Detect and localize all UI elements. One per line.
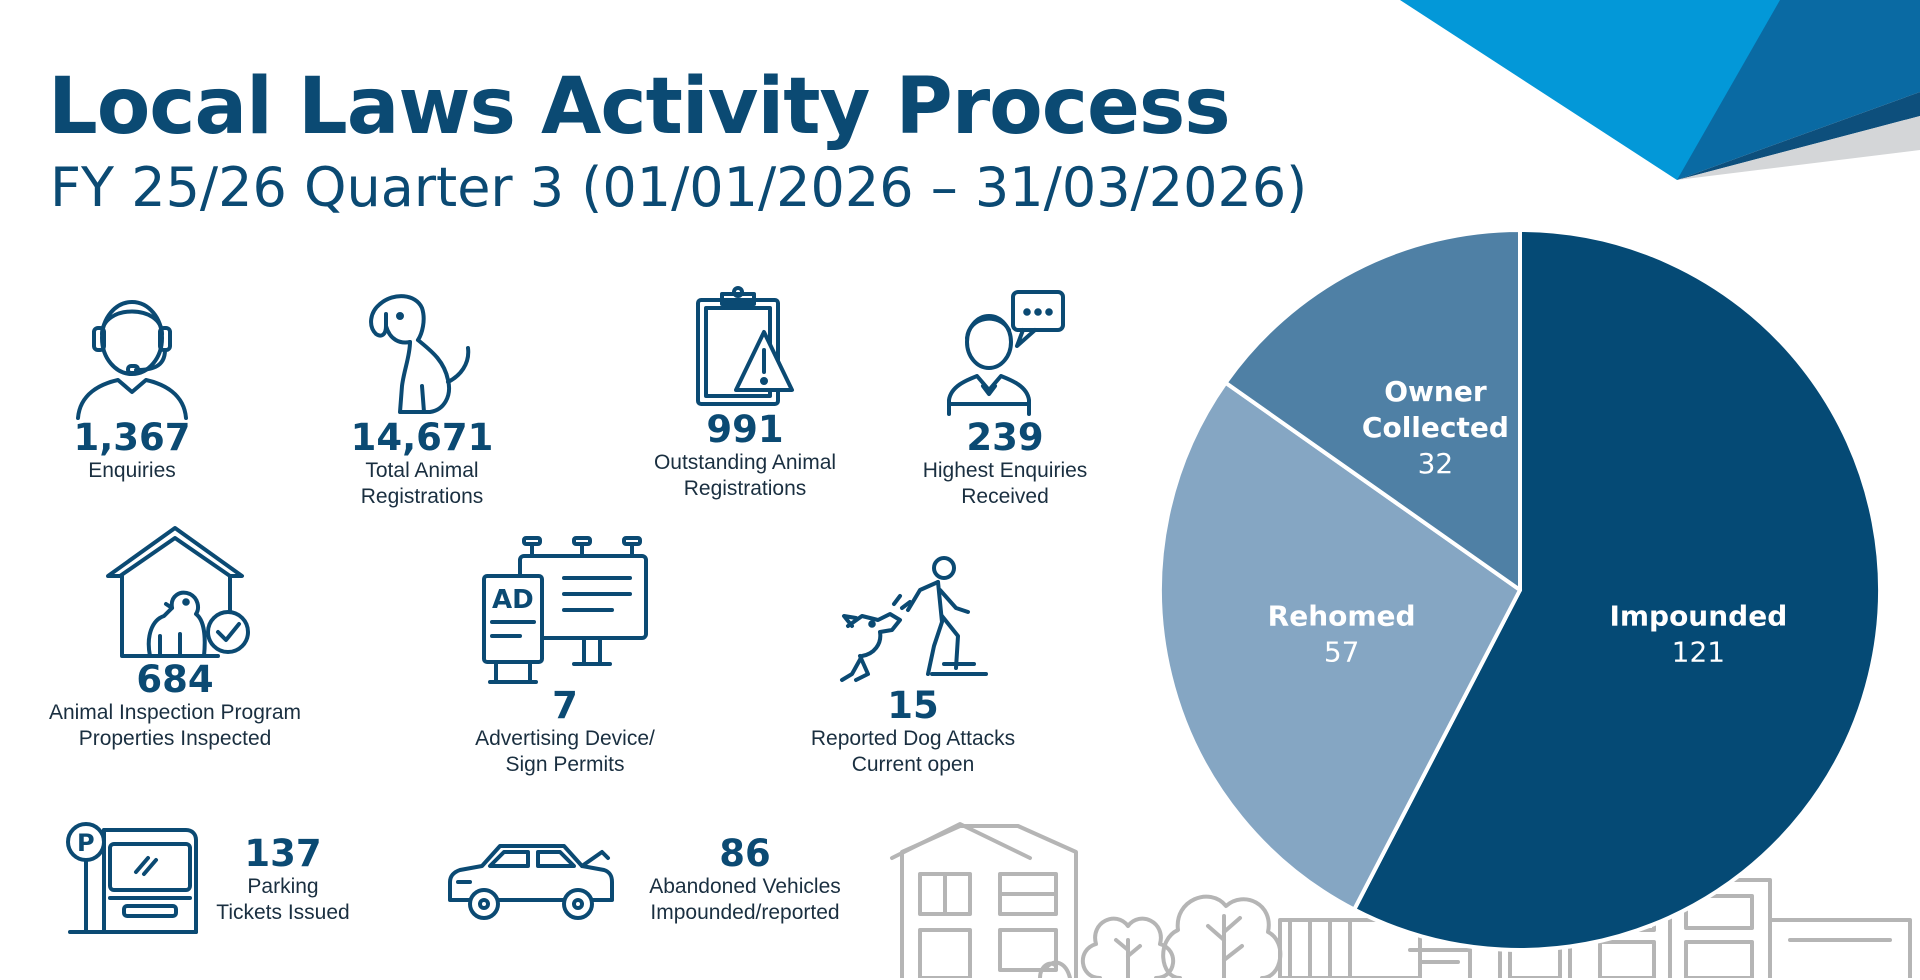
page-subtitle: FY 25/26 Quarter 3 (01/01/2026 – 31/03/2… <box>50 156 1308 219</box>
page-title: Local Laws Activity Process <box>48 62 1231 152</box>
billboard-ad-icon: AD <box>460 536 670 686</box>
stat-parking-text: 137 Parking Tickets Issued <box>200 834 366 926</box>
stat-value: 86 <box>719 832 771 875</box>
car-icon <box>440 836 620 922</box>
stat-label: Current open <box>851 753 975 776</box>
stat-value: 1,367 <box>73 416 191 459</box>
pie-value-label: 32 <box>1418 447 1454 480</box>
stat-label: Tickets Issued <box>216 901 350 924</box>
pie-value-label: 121 <box>1672 636 1725 669</box>
stat-label: Highest Enquiries <box>922 459 1088 482</box>
stat-label: Impounded/reported <box>650 901 840 924</box>
stat-enquiries: 1,367 Enquiries <box>62 290 202 484</box>
clipboard-warning-icon <box>625 286 865 410</box>
stat-value: 7 <box>552 684 578 727</box>
stat-abandoned-vehicles-text: 86 Abandoned Vehicles Impounded/reported <box>630 834 860 926</box>
stat-label: Reported Dog Attacks <box>810 727 1016 750</box>
stat-label: Outstanding Animal <box>653 451 837 474</box>
stat-parking: P <box>62 820 202 938</box>
stat-label: Registrations <box>360 485 484 508</box>
stat-outstanding-animal-registrations: 991 Outstanding Animal Registrations <box>625 286 865 502</box>
stat-label: Sign Permits <box>505 753 625 776</box>
stat-label: Animal Inspection Program <box>48 701 302 724</box>
stat-dog-attacks: 15 Reported Dog Attacks Current open <box>798 556 1028 778</box>
person-speech-bubble-icon <box>905 290 1105 418</box>
stat-advertising-permits: AD 7 Advertising Device/ Sign Permits <box>460 536 670 778</box>
stat-value: 15 <box>887 684 939 727</box>
stat-value: 14,671 <box>350 416 494 459</box>
pie-slice-impounded <box>1352 228 1882 952</box>
dog-icon <box>342 290 502 418</box>
stat-label: Total Animal <box>365 459 479 482</box>
stat-label: Enquiries <box>88 459 176 482</box>
pie-label: Impounded <box>1609 600 1787 633</box>
pie-slice-owner-collected <box>1223 228 1522 592</box>
parking-meter-icon: P <box>62 820 202 938</box>
dog-house-check-icon <box>30 524 320 660</box>
stat-value: 239 <box>966 416 1044 459</box>
pie-slices <box>1158 228 1882 952</box>
dog-attack-icon <box>798 556 1028 686</box>
pie-label: Owner <box>1384 375 1487 408</box>
pie-slice-rehomed <box>1158 380 1522 912</box>
stat-label: Properties Inspected <box>78 727 272 750</box>
stat-value: 684 <box>136 658 214 701</box>
stat-label: Parking <box>247 875 319 898</box>
svg-text:AD: AD <box>492 585 534 615</box>
stat-label: Received <box>961 485 1049 508</box>
corner-decoration <box>1400 0 1920 180</box>
headset-agent-icon <box>62 290 202 420</box>
stat-label: Abandoned Vehicles <box>649 875 841 898</box>
pie-label: Collected <box>1362 411 1509 444</box>
stat-value: 991 <box>706 408 784 451</box>
stat-animal-inspection: 684 Animal Inspection Program Properties… <box>30 524 320 752</box>
stat-abandoned-vehicles <box>440 836 620 922</box>
svg-text:P: P <box>77 829 95 857</box>
pie-label: Rehomed <box>1268 600 1416 633</box>
stat-highest-enquiries: 239 Highest Enquiries Received <box>905 290 1105 510</box>
stat-total-animal-registrations: 14,671 Total Animal Registrations <box>342 290 502 510</box>
pie-value-label: 57 <box>1324 636 1360 669</box>
stat-label: Advertising Device/ <box>475 727 655 750</box>
stat-label: Registrations <box>683 477 807 500</box>
stat-value: 137 <box>244 832 322 875</box>
